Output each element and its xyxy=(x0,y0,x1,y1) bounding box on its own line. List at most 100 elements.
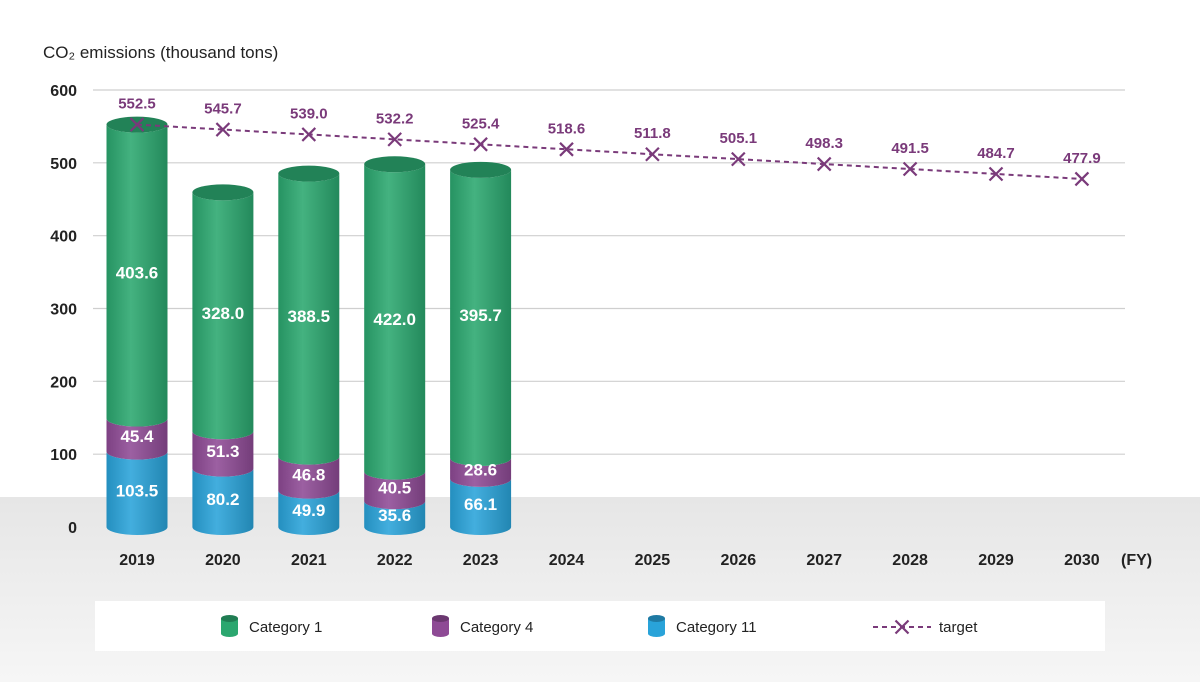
bar-top-cap xyxy=(278,165,340,182)
y-tick-label: 300 xyxy=(50,302,77,319)
target-marker xyxy=(988,166,1004,182)
legend-label: Category 1 xyxy=(249,619,322,636)
bar-segment-category-11 xyxy=(450,478,512,535)
target-data-label: 552.5 xyxy=(118,96,156,113)
bar-segment-category-11 xyxy=(278,490,340,535)
bar-top-cap xyxy=(450,161,512,178)
target-marker-stroke xyxy=(645,146,660,162)
target-marker-stroke xyxy=(902,161,918,177)
y-tick-label: 600 xyxy=(50,83,77,100)
y-tick-label: 400 xyxy=(50,229,77,246)
target-marker-stroke xyxy=(559,142,574,157)
data-label: 40.5 xyxy=(378,478,411,497)
target-marker xyxy=(645,146,660,162)
target-data-label: 525.4 xyxy=(462,115,500,132)
target-marker xyxy=(1074,171,1090,187)
target-marker-stroke xyxy=(473,137,488,152)
target-data-label: 477.9 xyxy=(1063,150,1101,167)
legend: Category 1 Category 4 Category 11 target xyxy=(95,601,1105,651)
target-marker-stroke xyxy=(1074,171,1090,187)
data-label: 80.2 xyxy=(206,490,239,509)
legend-graphics: Category 1 Category 4 Category 11 target xyxy=(221,615,978,637)
target-marker xyxy=(902,161,918,177)
legend-swatch-top xyxy=(432,615,449,622)
x-axis-unit: (FY) xyxy=(1121,552,1152,569)
legend-item: target xyxy=(873,619,978,636)
y-tick-label: 200 xyxy=(50,374,77,391)
legend-swatch-top xyxy=(221,615,238,622)
legend-swatch-body xyxy=(648,618,665,637)
target-data-label: 532.2 xyxy=(376,110,414,127)
target-marker-stroke xyxy=(816,156,832,172)
target-data-label: 484.7 xyxy=(977,145,1015,162)
data-label: 46.8 xyxy=(292,466,325,485)
data-label: 35.6 xyxy=(378,506,411,525)
legend-item: Category 4 xyxy=(432,615,533,637)
y-tick-label: 500 xyxy=(50,156,77,173)
bar-segment-category-11 xyxy=(364,501,426,535)
target-marker xyxy=(387,132,402,147)
bar-segment-category-11 xyxy=(106,451,168,535)
legend-swatch-body xyxy=(221,618,238,637)
target-marker xyxy=(816,156,832,172)
bar-segment-category-1 xyxy=(450,169,512,467)
data-label: 422.0 xyxy=(373,310,416,329)
bar-stack: 66.1 28.6 395.7 xyxy=(450,161,512,535)
target-marker-stroke xyxy=(731,151,746,167)
x-tick-label: 2022 xyxy=(377,552,413,569)
target-marker xyxy=(215,122,231,137)
target-data-label: 498.3 xyxy=(805,135,843,152)
x-tick-label: 2028 xyxy=(892,552,928,569)
bar-segment-category-4 xyxy=(278,456,340,499)
bar-stack: 80.2 51.3 328.0 xyxy=(192,184,254,535)
target-data-label: 518.6 xyxy=(548,120,586,137)
data-label: 49.9 xyxy=(292,501,325,520)
target-marker-stroke xyxy=(129,117,145,132)
target-marker xyxy=(731,151,746,167)
data-label: 103.5 xyxy=(116,481,159,500)
bar-segment-category-4 xyxy=(364,471,426,510)
y-axis-title: CO₂ emissions (thousand tons) xyxy=(43,43,278,62)
bar-top-cap xyxy=(192,184,254,201)
bar-segment-category-11 xyxy=(192,468,254,535)
target-marker xyxy=(559,142,574,157)
x-tick-label: 2026 xyxy=(721,552,757,569)
bar-segment-category-1 xyxy=(106,124,168,427)
x-tick-label: 2024 xyxy=(549,552,585,569)
data-label: 395.7 xyxy=(459,306,502,325)
x-tick-label: 2019 xyxy=(119,552,155,569)
target-marker xyxy=(129,117,145,132)
bar-top-cap xyxy=(364,156,426,173)
x-tick-label: 2025 xyxy=(635,552,671,569)
target-marker-stroke xyxy=(215,122,231,137)
bar-stack: 103.5 45.4 403.6 xyxy=(106,116,168,535)
data-label: 28.6 xyxy=(464,460,497,479)
data-label: 403.6 xyxy=(116,264,159,283)
target-data-label: 539.0 xyxy=(290,105,328,122)
legend-label: Category 11 xyxy=(676,619,757,636)
y-tick-label: 0 xyxy=(68,520,77,537)
bar-stack: 35.6 40.5 422.0 xyxy=(364,156,426,535)
target-marker-stroke xyxy=(387,132,402,147)
target-marker xyxy=(473,137,488,152)
x-tick-label: 2023 xyxy=(463,552,499,569)
x-tick-label: 2020 xyxy=(205,552,241,569)
x-tick-label: 2029 xyxy=(978,552,1014,569)
x-tick-label: 2030 xyxy=(1064,552,1100,569)
chart-floor xyxy=(0,497,1200,682)
data-label: 45.4 xyxy=(120,427,154,446)
bar-stack: 49.9 46.8 388.5 xyxy=(278,165,340,535)
x-tick-label: 2027 xyxy=(806,552,842,569)
legend-target-marker xyxy=(894,619,910,635)
legend-item: Category 1 xyxy=(221,615,322,637)
target-line xyxy=(136,123,1082,180)
legend-label: target xyxy=(939,619,978,636)
target-data-label: 545.7 xyxy=(204,101,242,118)
x-tick-label: 2021 xyxy=(291,552,327,569)
data-label: 66.1 xyxy=(464,495,497,514)
target-data-label: 511.8 xyxy=(634,125,671,142)
bar-segment-category-1 xyxy=(364,164,426,480)
bar-segment-category-1 xyxy=(278,173,340,465)
